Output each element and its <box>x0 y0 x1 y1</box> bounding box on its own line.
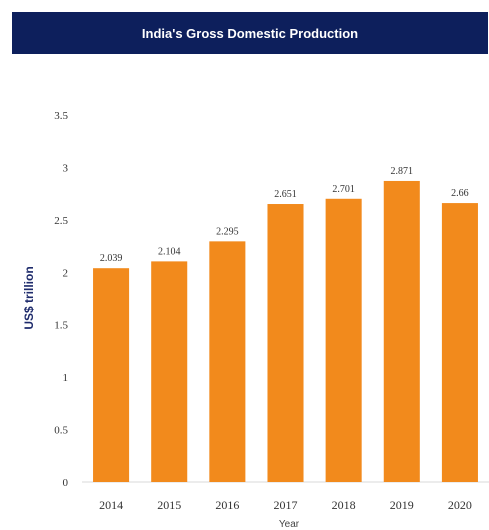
x-axis-label: Year <box>279 519 300 530</box>
y-axis-label: US$ trillion <box>22 266 36 329</box>
bar-2019 <box>383 180 420 482</box>
data-label-2015: 2.104 <box>158 246 181 257</box>
data-label-2018: 2.701 <box>332 184 355 195</box>
y-tick-label: 1 <box>63 372 69 384</box>
x-tick-label: 2020 <box>448 498 472 512</box>
x-tick-label: 2015 <box>157 498 181 512</box>
bar-2016 <box>209 241 246 482</box>
bars <box>93 180 478 482</box>
x-tick-label: 2017 <box>274 498 298 512</box>
y-tick-label: 1.5 <box>54 320 68 332</box>
data-label-2014: 2.039 <box>100 253 123 264</box>
bar-2017 <box>267 204 304 482</box>
chart-title: India's Gross Domestic Production <box>141 25 359 41</box>
bar-2020 <box>441 203 478 482</box>
y-tick-label: 3 <box>63 162 69 174</box>
x-tick-label: 2018 <box>332 498 356 512</box>
data-label-2017: 2.651 <box>274 189 297 200</box>
x-axis-ticks: 2014 2015 2016 2017 2018 2019 2020 <box>99 498 472 512</box>
y-tick-label: 2 <box>63 267 69 279</box>
bar-2015 <box>151 261 188 482</box>
y-axis-ticks: 0 0.5 1 1.5 2 2.5 3 3.5 <box>54 110 68 489</box>
bar-2018 <box>325 198 362 482</box>
y-tick-label: 3.5 <box>54 110 68 122</box>
data-label-2019: 2.871 <box>391 166 414 177</box>
x-tick-label: 2016 <box>215 498 239 512</box>
chart-title-banner: India's Gross Domestic Production <box>12 12 488 54</box>
y-tick-label: 2.5 <box>54 215 68 227</box>
y-tick-label: 0 <box>63 477 69 489</box>
x-tick-label: 2014 <box>99 498 123 512</box>
x-tick-label: 2019 <box>390 498 414 512</box>
data-label-2020: 2.66 <box>451 188 469 199</box>
data-labels: 2.039 2.104 2.295 2.651 2.701 2.871 2.66 <box>100 166 469 264</box>
bar-2014 <box>93 268 130 482</box>
y-tick-label: 0.5 <box>54 425 68 437</box>
data-label-2016: 2.295 <box>216 226 239 237</box>
